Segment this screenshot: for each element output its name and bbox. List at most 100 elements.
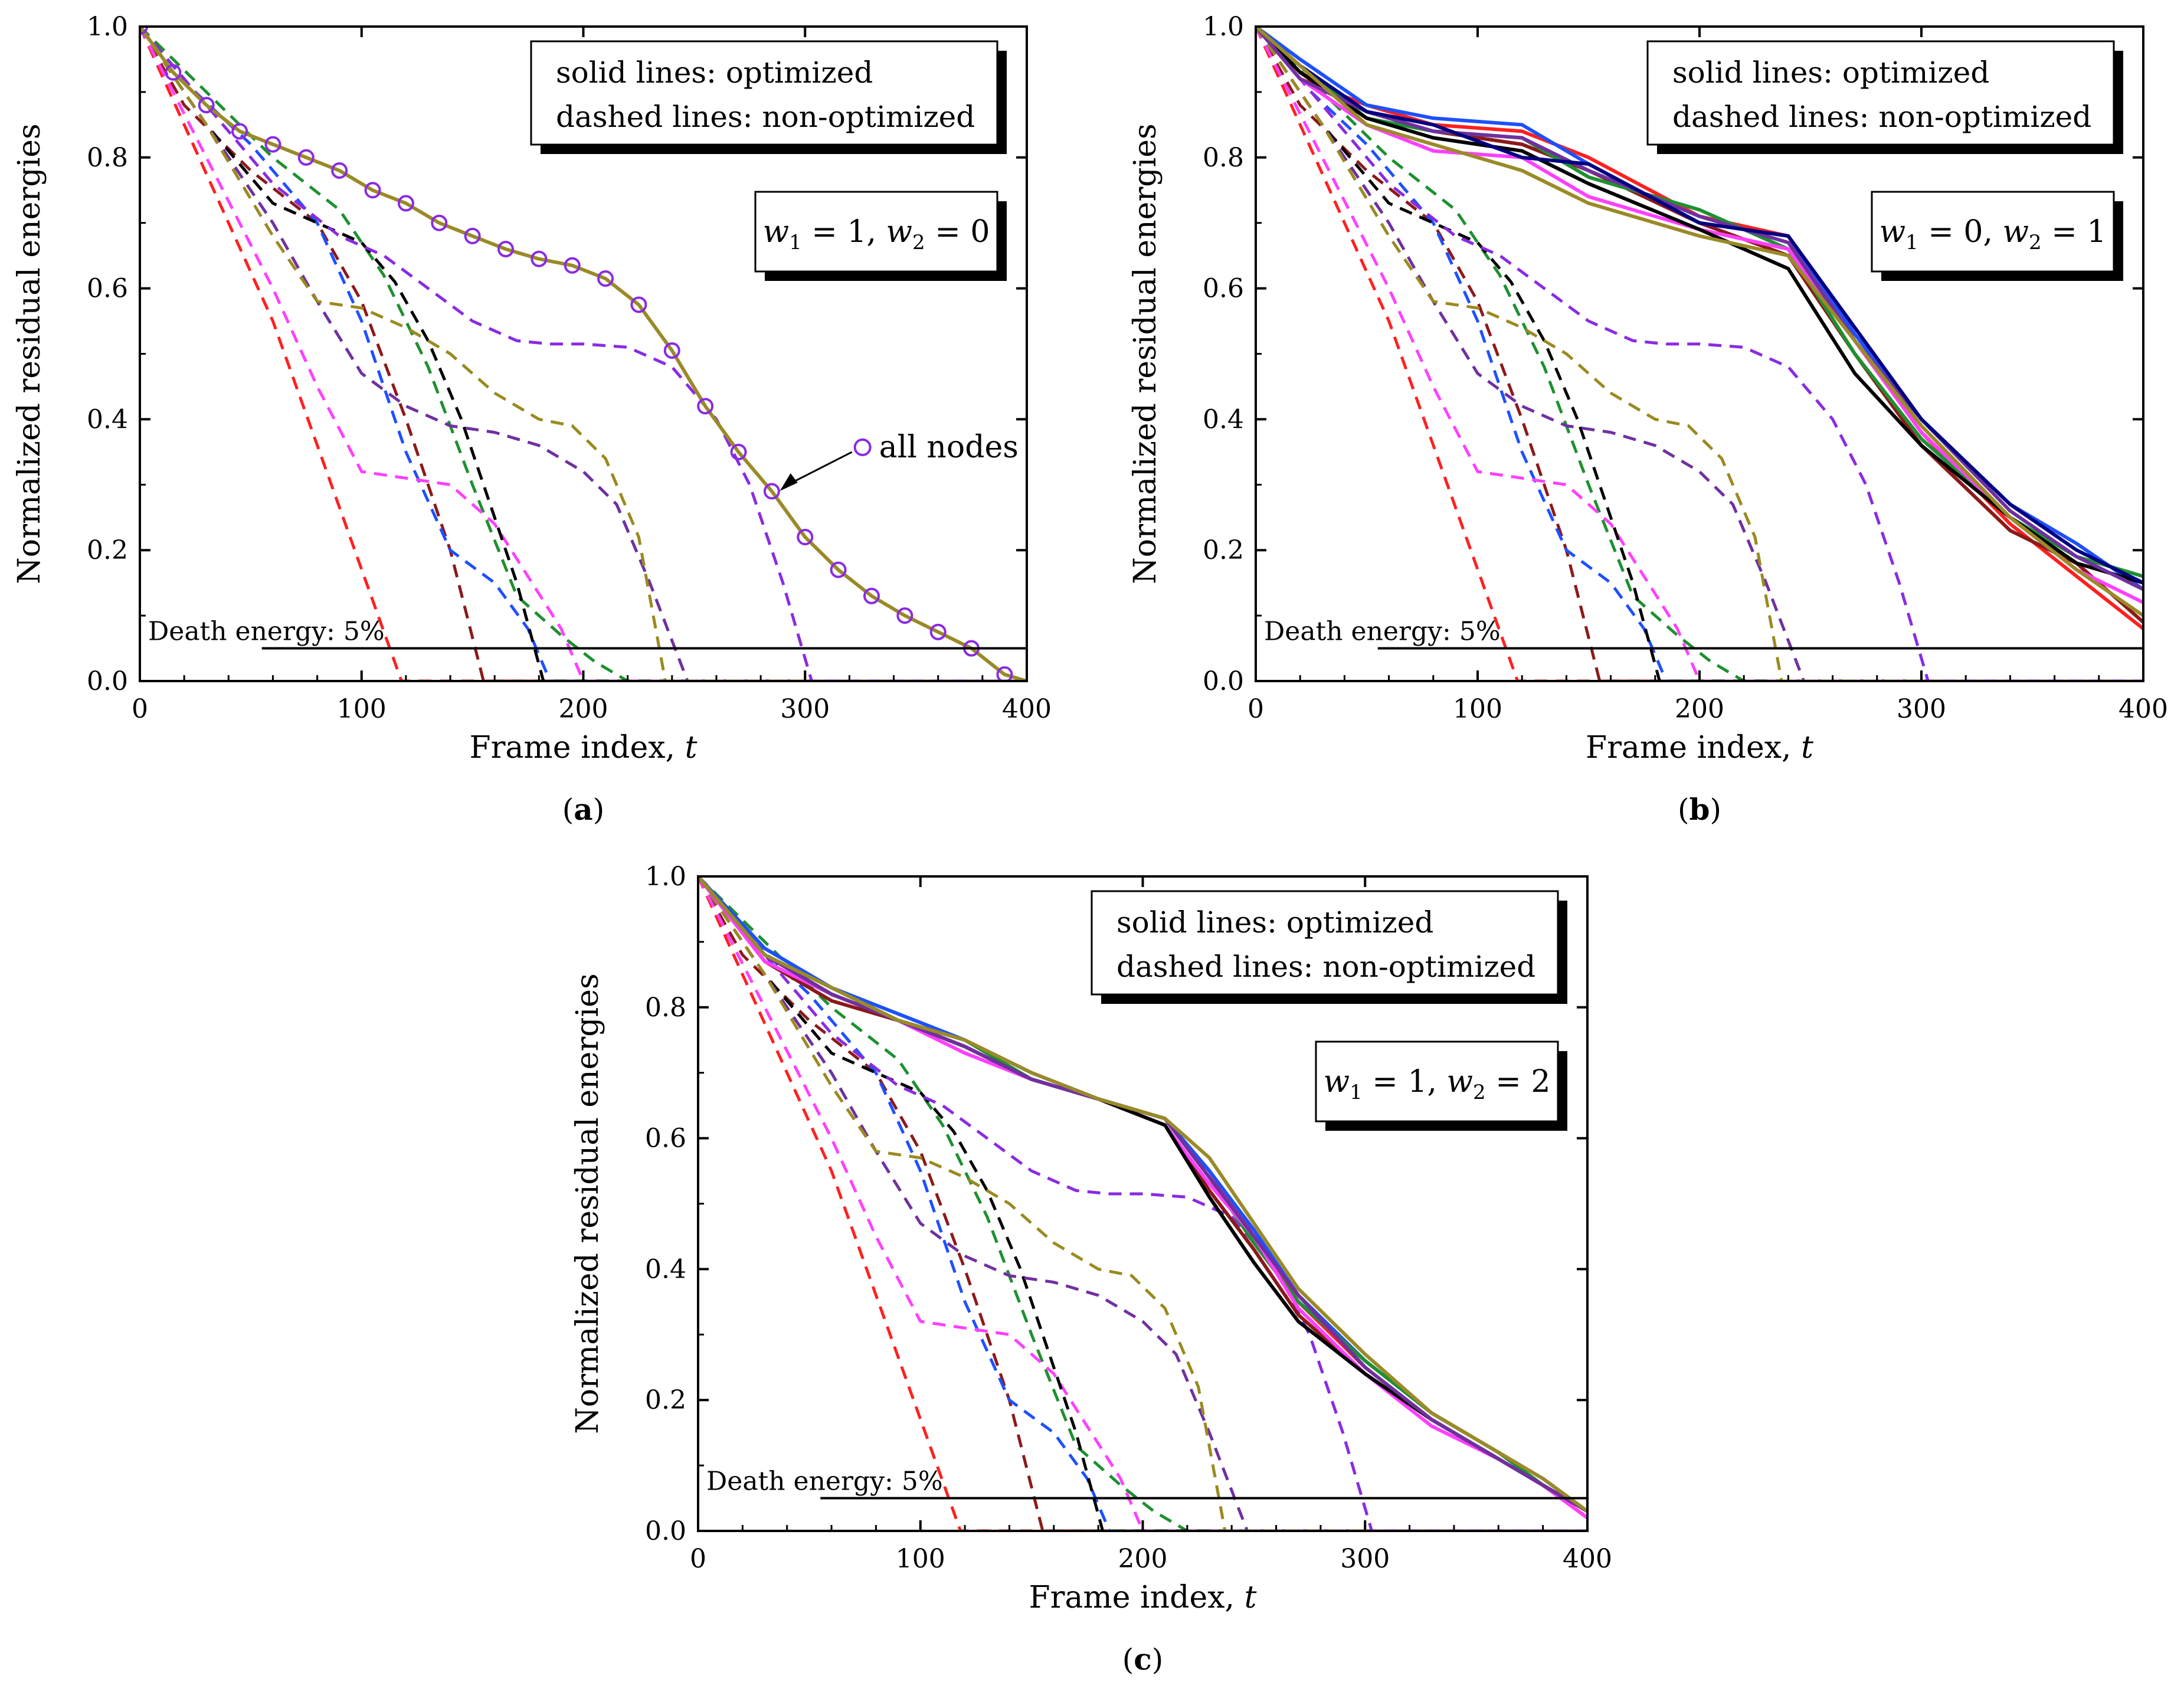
data-point-marker	[464, 227, 481, 244]
series-non-optimized-7	[1256, 27, 2143, 681]
panel-label-open: (	[1678, 793, 1689, 827]
data-point-marker	[564, 257, 581, 274]
death-energy-label: Death energy: 5%	[148, 617, 385, 647]
y-tick-label: 0.2	[1203, 535, 1244, 565]
series-non-optimized-2	[698, 876, 1587, 1531]
x-axis-title: Frame index, t	[469, 730, 697, 765]
series-optimized-9	[1256, 27, 2143, 617]
data-point-marker	[929, 623, 947, 640]
w1-subscript: 1	[1350, 1081, 1363, 1104]
x-axis-title-text: Frame index,	[1029, 1580, 1244, 1615]
data-point-marker	[497, 241, 514, 258]
annotation-marker-icon	[853, 438, 872, 456]
data-point-marker	[763, 483, 780, 500]
panel-label-open: (	[1122, 1642, 1134, 1677]
x-tick-label: 300	[1897, 694, 1946, 724]
panel-label: (b)	[1678, 792, 1721, 827]
series-optimized-8	[1256, 27, 2143, 585]
y-axis-title: Normalized residual energies	[1128, 123, 1163, 584]
x-tick-label: 0	[690, 1544, 706, 1574]
weights-label: w1 = 0, w2 = 1	[1880, 214, 2107, 254]
x-tick-label: 100	[1453, 694, 1502, 724]
legend-box	[1091, 890, 1559, 996]
data-point-marker	[231, 123, 248, 140]
panel-label-letter: c	[1134, 1642, 1151, 1677]
data-point-marker	[730, 443, 747, 460]
panel-a: Death energy: 5% 0 100 200 300 400 0.0 0.2 0.4 0.…	[12, 12, 1052, 827]
series-non-optimized-5	[1256, 27, 2143, 681]
x-tick-label: 0	[1247, 694, 1264, 724]
x-tick-label: 200	[1675, 694, 1724, 724]
w2-symbol: w	[1447, 1064, 1474, 1099]
x-tick-label: 400	[2118, 694, 2168, 724]
w1-symbol: w	[1324, 1064, 1350, 1099]
death-energy-label: Death energy: 5%	[1264, 617, 1501, 647]
x-tick-label: 400	[1563, 1544, 1612, 1574]
legend-line-optimized: solid lines: optimized	[1672, 55, 1989, 90]
panel-b: Death energy: 5% 0 100 200 300 400 0.0 0.2 0.4 0.…	[1128, 12, 2168, 827]
legend-box	[1646, 40, 2115, 146]
data-point-marker	[797, 529, 814, 546]
y-tick-label: 0.6	[645, 1124, 686, 1154]
w2-value: 1	[2087, 214, 2106, 250]
series-non-optimized-2	[140, 27, 1027, 681]
series-non-optimized-5	[698, 876, 1587, 1531]
data-point-marker	[697, 398, 714, 415]
y-tick-label: 0.8	[87, 143, 128, 173]
data-point-marker	[331, 162, 348, 179]
data-point-marker	[863, 587, 880, 604]
weights-label: w1 = 1, w2 = 0	[763, 214, 990, 254]
legend-line-non-optimized: dashed lines: non-optimized	[556, 100, 975, 134]
weights-comma: ,	[1983, 214, 2002, 250]
data-point-marker	[531, 250, 548, 267]
death-energy-label: Death energy: 5%	[706, 1467, 943, 1497]
w2-subscript: 2	[1473, 1081, 1486, 1104]
weights-box	[1871, 191, 2115, 273]
x-tick-label: 300	[1340, 1544, 1390, 1574]
series-non-optimized-8	[140, 27, 1027, 681]
series-non-optimized-3	[1256, 27, 2143, 681]
y-tick-label: 0.0	[645, 1516, 686, 1546]
w1-value: 0	[1963, 214, 1983, 250]
series-non-optimized-8	[1256, 27, 2143, 681]
annotation-arrowhead	[780, 473, 798, 491]
weights-box	[1315, 1040, 1559, 1123]
w1-symbol: w	[763, 214, 790, 250]
data-point-marker	[830, 561, 847, 578]
series-non-optimized-7	[698, 876, 1587, 1531]
y-tick-label: 1.0	[1203, 12, 1244, 42]
w1-value: 1	[847, 214, 866, 250]
legend-line-optimized: solid lines: optimized	[1116, 905, 1433, 940]
data-point-marker	[431, 214, 448, 231]
data-point-marker	[597, 270, 614, 287]
plot-area	[140, 27, 1027, 681]
y-tick-label: 0.2	[645, 1385, 686, 1415]
w2-symbol: w	[2003, 214, 2029, 250]
y-tick-label: 0.2	[87, 535, 128, 565]
weights-comma: ,	[866, 214, 886, 250]
data-point-marker	[630, 296, 647, 313]
series-non-optimized-7	[140, 27, 1027, 681]
panel-label-close: )	[1710, 793, 1721, 827]
x-tick-label: 200	[1118, 1544, 1168, 1574]
panel-label-open: (	[562, 793, 574, 827]
panel-c: Death energy: 5% 0 100 200 300 400 0.0 0.2 0.4 0.…	[570, 862, 1612, 1677]
data-point-marker	[165, 64, 182, 81]
annotation-label: all nodes	[879, 430, 1019, 465]
y-tick-label: 0.0	[87, 666, 128, 696]
x-axis-title-text: Frame index,	[469, 730, 685, 765]
weights-comma: ,	[1427, 1064, 1446, 1099]
series-non-optimized-6	[1256, 27, 2143, 681]
x-axis-title-var: t	[685, 730, 698, 765]
y-tick-label: 1.0	[87, 12, 128, 42]
plot-area	[1256, 27, 2143, 681]
w2-symbol: w	[886, 214, 913, 250]
w1-subscript: 1	[789, 231, 802, 254]
y-tick-label: 0.4	[645, 1254, 686, 1284]
w1-value: 1	[1407, 1064, 1427, 1099]
w2-equals: =	[1486, 1064, 1531, 1099]
w1-subscript: 1	[1905, 231, 1918, 254]
panel-label: (a)	[562, 792, 604, 827]
weights-box	[754, 191, 998, 273]
